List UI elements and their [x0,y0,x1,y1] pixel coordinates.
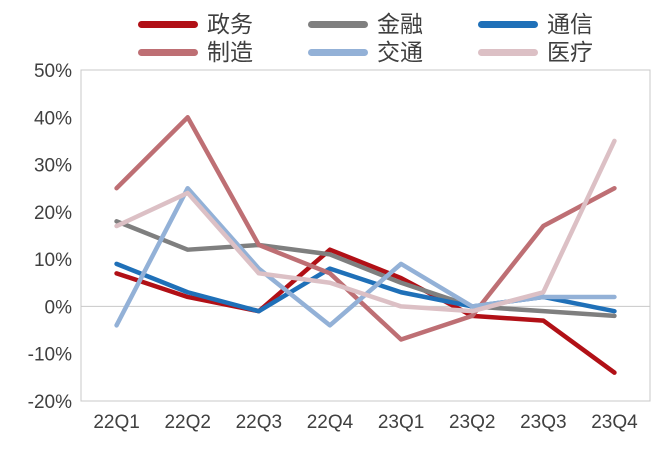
legend-swatch-tongxin [478,20,538,28]
legend-swatch-jinrong [308,20,368,28]
x-tick-label: 22Q1 [93,412,139,433]
x-tick-label: 23Q3 [520,412,566,433]
legend-label-jinrong: 金融 [377,11,423,37]
x-tick-label: 22Q4 [307,412,354,433]
x-tick-label: 22Q2 [164,412,210,433]
legend: 政务 金融 通信 制造 交通 医疗 [0,0,660,66]
series-line-3 [114,115,617,342]
x-tick-label: 23Q2 [449,412,495,433]
legend-label-tongxin: 通信 [547,11,593,37]
x-tick-label: 22Q3 [236,412,282,433]
legend-item-jinrong: 金融 [308,10,423,38]
y-tick-label: 20% [34,203,72,224]
legend-item-yiliao: 医疗 [478,38,593,66]
y-tick-label: -20% [28,392,72,413]
legend-swatch-jiaotong [308,48,368,56]
series-line-1 [114,219,617,319]
legend-item-zhizao: 制造 [138,38,253,66]
plot-border [80,69,651,402]
legend-item-tongxin: 通信 [478,10,593,38]
x-tick-label: 23Q1 [378,412,424,433]
series-line-0 [114,247,617,375]
x-tick-label: 23Q4 [591,412,638,433]
y-tick-label: -10% [28,345,72,366]
y-tick-label: 40% [34,108,72,129]
legend-item-jiaotong: 交通 [308,38,423,66]
legend-label-zhizao: 制造 [207,39,253,65]
y-tick-label: 30% [34,156,72,177]
legend-swatch-yiliao [478,48,538,56]
legend-swatch-zhizao [138,48,198,56]
y-tick-label: 50% [34,61,72,82]
legend-label-yiliao: 医疗 [547,39,593,65]
y-tick-label: 10% [34,250,72,271]
legend-label-zhengwu: 政务 [207,11,253,37]
legend-item-zhengwu: 政务 [138,10,253,38]
legend-swatch-zhengwu [138,20,198,28]
legend-label-jiaotong: 交通 [377,39,423,65]
y-tick-label: 0% [45,297,73,318]
series-line-5 [114,138,617,314]
